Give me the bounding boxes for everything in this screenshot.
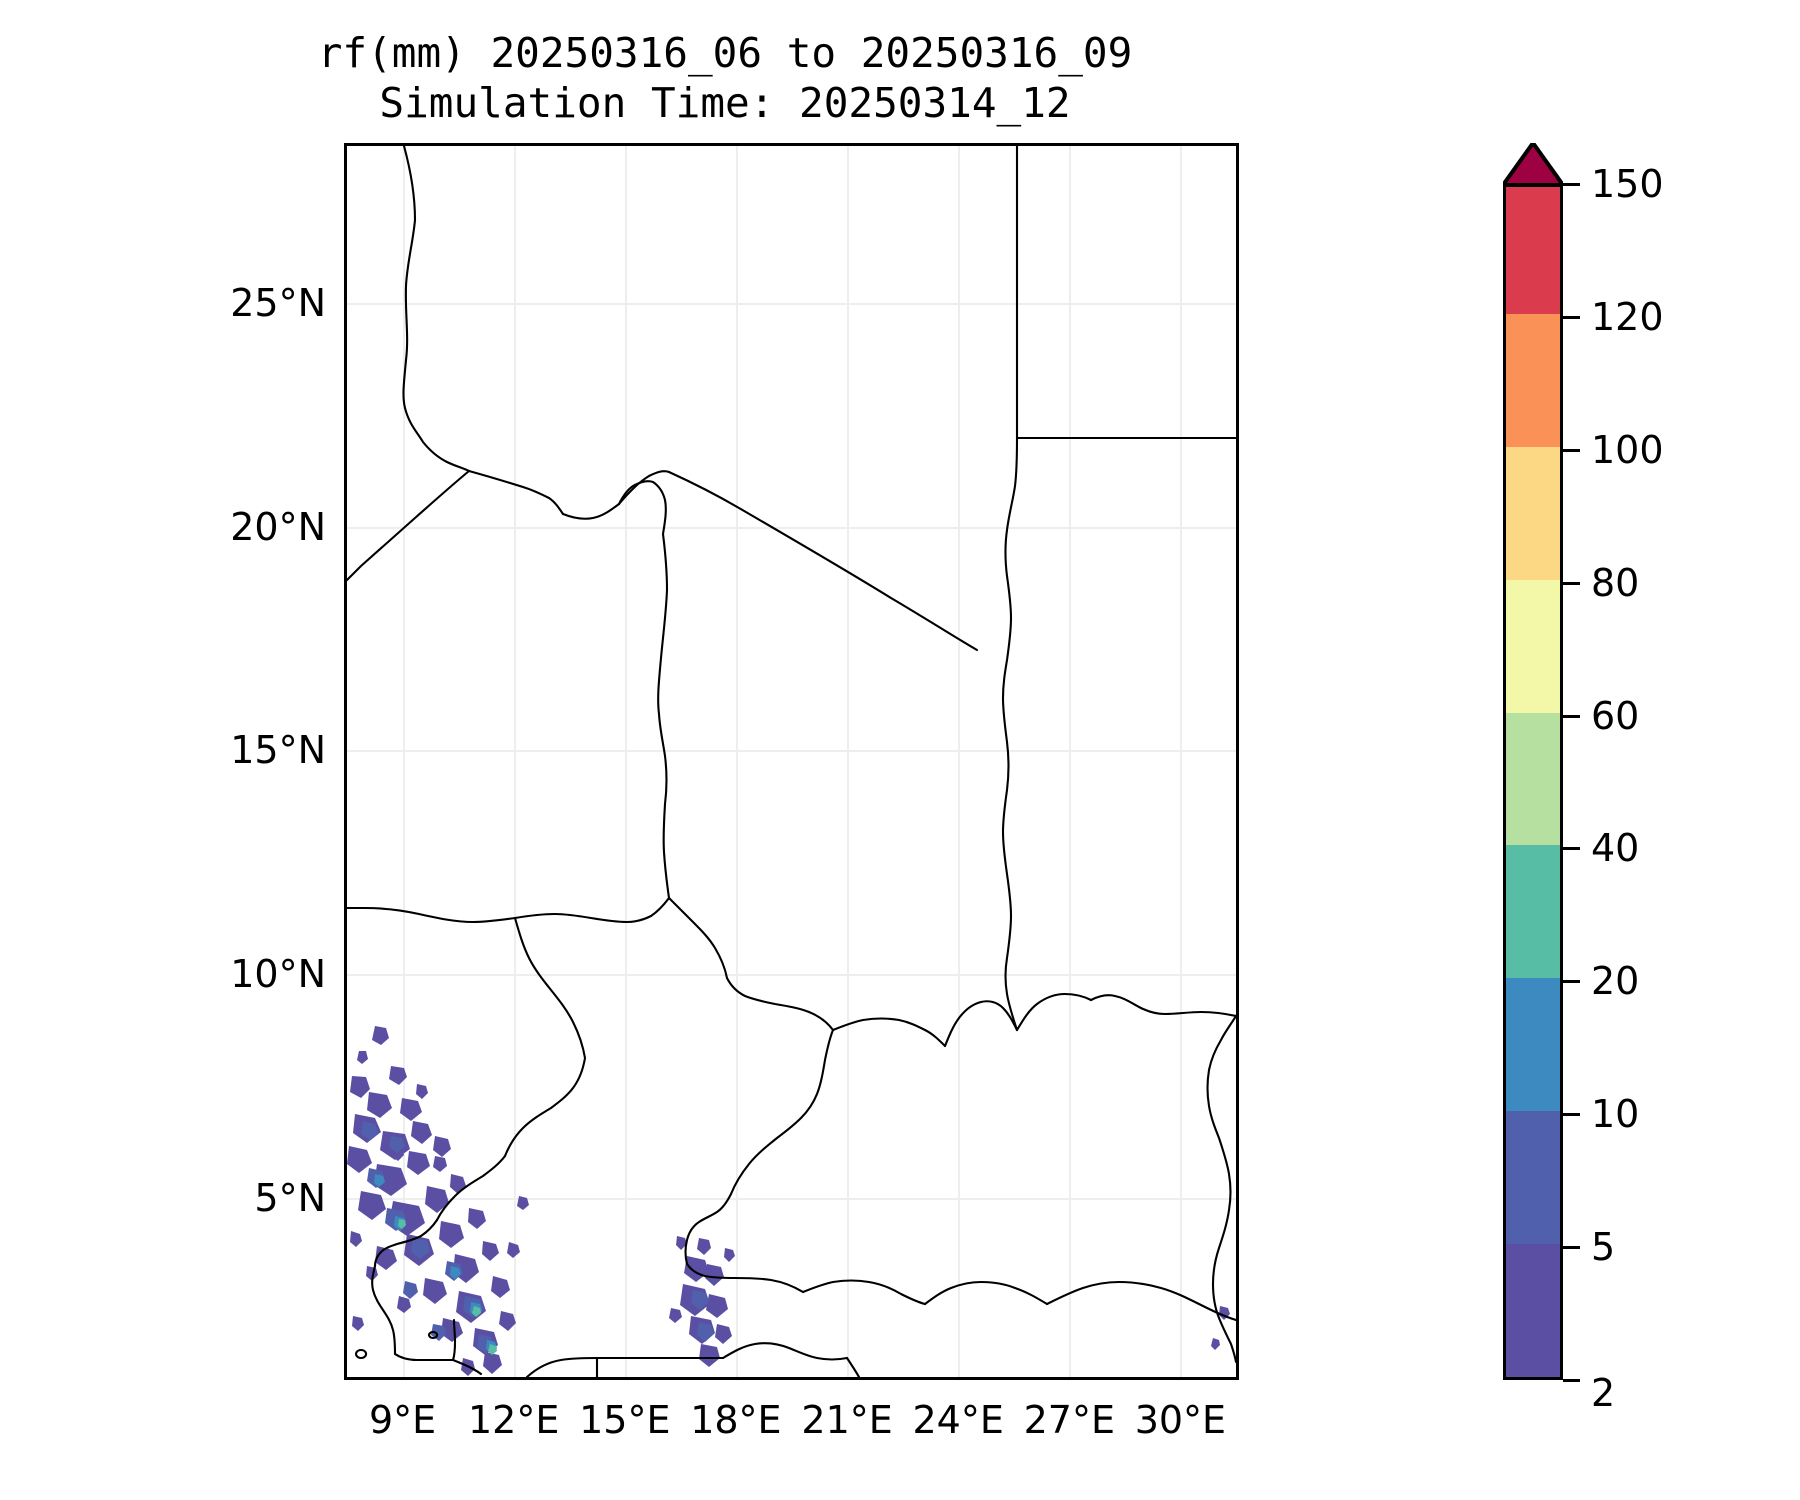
colorbar-segment <box>1506 844 1560 979</box>
colorbar-tick-label: 100 <box>1591 427 1664 472</box>
gridline-longitude <box>1180 146 1183 1377</box>
colorbar-tick-mark <box>1563 714 1580 718</box>
colorbar-tick-mark <box>1563 980 1580 984</box>
rainfall-shading-layer <box>347 1026 1230 1376</box>
gridline-longitude <box>735 146 738 1377</box>
ytick-label: 10°N <box>230 952 326 997</box>
rainfall-band-2-5 <box>347 1026 529 1376</box>
colorbar-tick-mark <box>1563 1246 1580 1250</box>
gridline-longitude <box>958 146 961 1377</box>
xtick-label: 21°E <box>801 1398 893 1442</box>
gridline-longitude <box>847 146 850 1377</box>
gridline-latitude <box>347 526 1236 529</box>
colorbar-tick-mark <box>1563 847 1580 851</box>
chart-title-line-2: Simulation Time: 20250314_12 <box>379 79 1071 128</box>
colorbar-segment <box>1506 313 1560 447</box>
gridline-latitude <box>347 302 1236 305</box>
gridline-longitude <box>402 146 405 1377</box>
xtick-label: 18°E <box>690 1398 782 1442</box>
colorbar-tick-mark <box>1563 448 1580 452</box>
colorbar-segment <box>1506 187 1560 314</box>
ytick-label: 25°N <box>230 280 326 325</box>
colorbar-tick-mark <box>1563 183 1580 186</box>
map-geography-layer <box>347 146 1236 1377</box>
ytick-label: 20°N <box>230 504 326 549</box>
colorbar-tick-label: 5 <box>1591 1225 1616 1270</box>
colorbar-segment <box>1506 1243 1560 1377</box>
colorbar-tick-mark <box>1563 581 1580 585</box>
colorbar-gradient-body <box>1503 184 1563 1380</box>
colorbar-tick-label: 150 <box>1591 162 1664 206</box>
xtick-label: 27°E <box>1023 1398 1115 1442</box>
gridline-latitude <box>347 974 1236 977</box>
map-plot-area[interactable] <box>344 143 1239 1380</box>
colorbar-segment <box>1506 446 1560 580</box>
colorbar-tick-label: 120 <box>1591 294 1664 339</box>
country-border-lines <box>347 146 1236 1377</box>
gridline-longitude <box>513 146 516 1377</box>
colorbar-segment <box>1506 977 1560 1112</box>
rainfall-cluster-congo-core <box>691 1290 714 1342</box>
colorbar-tick-mark <box>1563 1113 1580 1117</box>
colorbar-tick-label: 10 <box>1591 1092 1640 1137</box>
xtick-label: 24°E <box>912 1398 1004 1442</box>
xtick-label: 9°E <box>369 1398 437 1442</box>
colorbar-tick-label: 2 <box>1591 1371 1616 1416</box>
xtick-label: 30°E <box>1134 1398 1227 1442</box>
gridline-latitude <box>347 750 1236 753</box>
chart-title-block: rf(mm) 20250316_06 to 20250316_09 Simula… <box>0 28 1450 128</box>
chart-title-line-1: rf(mm) 20250316_06 to 20250316_09 <box>317 29 1133 77</box>
colorbar-segment <box>1506 711 1560 846</box>
xtick-label: 12°E <box>468 1398 560 1442</box>
colorbar-extend-arrow-max <box>1503 143 1563 185</box>
rainfall-speck-east-edge <box>1211 1306 1230 1350</box>
colorbar-segment <box>1506 579 1560 713</box>
colorbar-tick-mark <box>1563 1379 1580 1382</box>
colorbar-tick-label: 60 <box>1591 693 1640 738</box>
colorbar-tick-mark <box>1563 315 1580 319</box>
rainfall-band-20-40 <box>398 1219 497 1355</box>
colorbar-segment <box>1506 1110 1560 1245</box>
map-inner-canvas <box>347 146 1236 1377</box>
colorbar-tick-label: 80 <box>1591 560 1640 605</box>
xtick-label: 15°E <box>579 1398 671 1442</box>
ytick-label: 5°N <box>254 1175 326 1220</box>
colorbar[interactable]: 2 5 10 20 40 60 80 100 120 150 <box>1503 143 1664 1415</box>
gridline-latitude <box>347 1197 1236 1200</box>
colorbar-tick-label: 20 <box>1591 959 1640 1004</box>
ytick-label: 15°N <box>230 728 326 773</box>
gridline-longitude <box>624 146 627 1377</box>
colorbar-tick-label: 40 <box>1591 826 1640 871</box>
gridline-longitude <box>1069 146 1072 1377</box>
